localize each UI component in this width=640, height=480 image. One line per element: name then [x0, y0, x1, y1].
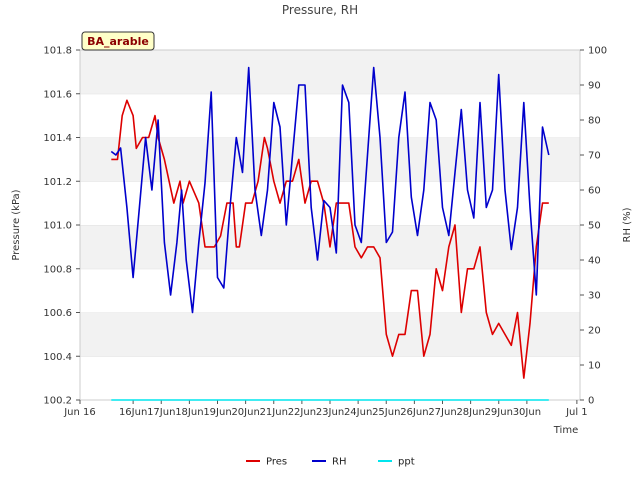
chart-title: Pressure, RH: [282, 3, 358, 17]
x-tick-label: 21Jun: [260, 407, 288, 418]
y-left-tick-label: 101.8: [43, 46, 72, 57]
y-left-tick-label: 101.0: [43, 221, 72, 232]
y-right-tick-label: 90: [588, 81, 601, 92]
y-left-tick-label: 100.4: [43, 352, 72, 363]
legend-label: Pres: [266, 457, 287, 468]
legend-label: ppt: [398, 457, 415, 468]
grid-band: [80, 268, 580, 313]
badge-box: [81, 31, 155, 51]
y-right-tick-label: 80: [588, 116, 601, 127]
y-axis-right: 0 10 20 30 40 50 60 70 80 90 100: [580, 46, 607, 407]
y-right-tick-label: 100: [588, 46, 607, 57]
y-right-tick-label: 60: [588, 186, 601, 197]
series-line-pres: [111, 99, 549, 379]
grid-band: [80, 312, 580, 357]
x-tick-label: 20Jun: [231, 407, 259, 418]
y-left-tick-label: 100.2: [43, 396, 72, 407]
x-axis: Jun 16 16Jun 17Jun 18Jun 19Jun 20Jun 21Jun 22Ju…: [63, 400, 588, 418]
x-tick-label: 17Jun: [147, 407, 175, 418]
y-right-tick-label: 40: [588, 256, 601, 267]
grid-band: [80, 137, 580, 182]
y-right-tick-label: 30: [588, 291, 601, 302]
x-tick-label: 29Jun: [485, 407, 513, 418]
y-right-tick-label: 70: [588, 151, 601, 162]
x-tick-label: 25Jun: [372, 407, 400, 418]
x-tick-label: 16Jun: [119, 407, 147, 418]
x-tick-label: 19Jun: [203, 407, 231, 418]
x-tick-label: 26Jun: [400, 407, 428, 418]
x-tick-label: 23Jun: [316, 407, 344, 418]
y-left-tick-label: 100.8: [43, 264, 72, 275]
x-tick-label: 28Jun: [456, 407, 484, 418]
x-tick-label: 24Jun: [344, 407, 372, 418]
y-axis-left-title: Pressure (kPa): [11, 189, 22, 260]
x-tick-label: 30Jun: [513, 407, 541, 418]
legend-label: RH: [332, 457, 346, 468]
y-right-tick-label: 10: [588, 361, 601, 372]
y-right-tick-label: 50: [588, 221, 601, 232]
x-tick-label: 22Jun: [288, 407, 316, 418]
y-axis-left: 100.2 100.4 100.6 100.8 101.0 101.2 101.4 101.6…: [43, 46, 80, 407]
grid-bands: [80, 49, 580, 400]
grid-band: [80, 356, 580, 400]
series-layer: [110, 66, 550, 401]
y-axis-right-title: RH (%): [622, 207, 633, 242]
x-tick-label: Jul 1: [565, 407, 588, 418]
y-left-tick-label: 101.2: [43, 177, 72, 188]
x-tick-label: 27Jun: [428, 407, 456, 418]
badge-label: BA_arable: [87, 35, 149, 48]
x-axis-title: Time: [553, 425, 578, 436]
y-left-tick-label: 101.4: [43, 133, 72, 144]
x-tick-label: 18Jun: [175, 407, 203, 418]
y-right-tick-label: 0: [588, 396, 594, 407]
grid-band: [80, 50, 580, 94]
y-left-tick-label: 100.6: [43, 308, 72, 319]
station-badge: BA_arable: [81, 31, 155, 51]
series-line-rh: [110, 66, 550, 314]
y-left-tick-label: 101.6: [43, 89, 72, 100]
y-right-tick-label: 20: [588, 326, 601, 337]
x-tick-label: Jun 16: [63, 407, 96, 418]
legend: Pres RH ppt: [246, 457, 415, 468]
